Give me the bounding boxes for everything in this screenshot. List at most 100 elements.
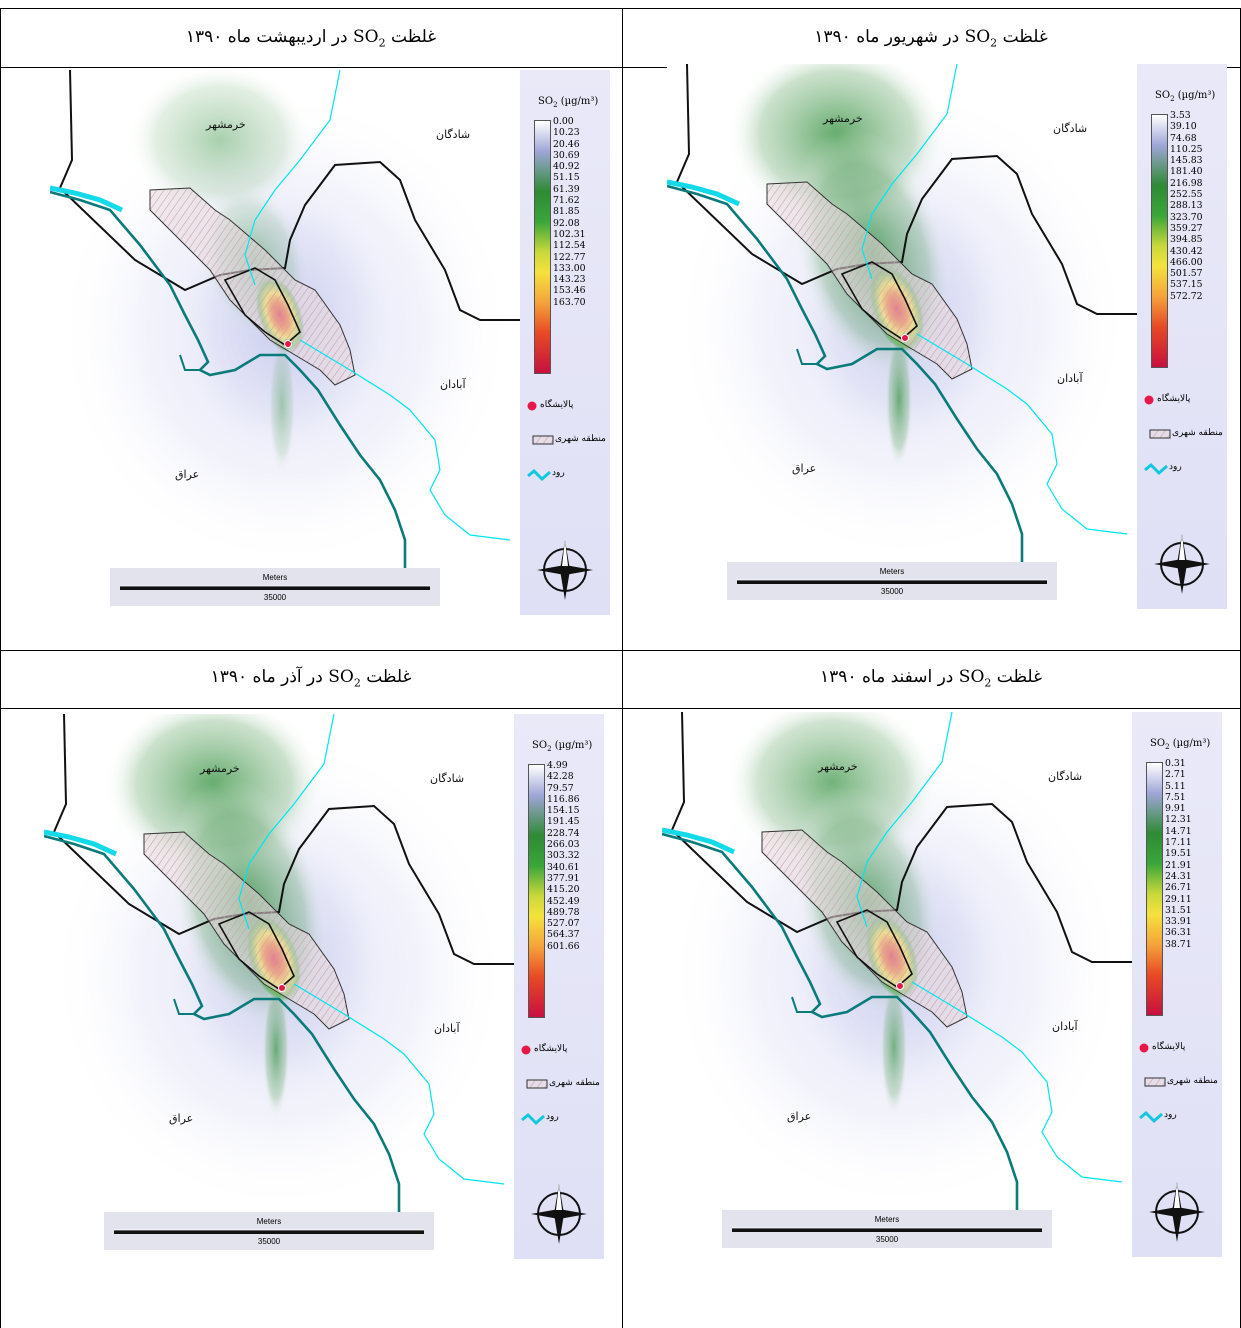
legend-tick: 40.92 [553, 161, 580, 173]
scale-bar-unit: Meters [874, 1215, 900, 1224]
legend-tick: 564.37 [547, 929, 580, 941]
title-p4: غلظت SO2 در اسفند ماه ۱۳۹۰ [820, 667, 1042, 690]
legend-urban-label: منطقه شهری [1172, 428, 1223, 438]
table-border-mid [0, 650, 1241, 651]
legend-tick: 20.46 [553, 138, 580, 150]
legend-river-label: رود [546, 1112, 559, 1122]
map-panel-p3: N SO2 (µg/m³) 4.99 42.28 79.57 116.86 154.15 1… [44, 714, 604, 1269]
legend-tick: 31.51 [1165, 904, 1192, 916]
place-label-abadan: آبادان [440, 378, 466, 391]
legend-tick: 288.13 [1170, 200, 1203, 212]
legend-tick: 133.00 [553, 262, 586, 274]
legend-tick: 303.32 [547, 850, 580, 862]
legend-tick: 122.77 [553, 251, 586, 263]
legend-tick: 2.71 [1165, 769, 1186, 781]
legend-tick: 430.42 [1170, 245, 1203, 257]
svg-text:N: N [562, 557, 567, 564]
legend-tick: 61.39 [553, 183, 580, 195]
legend-tick: 19.51 [1165, 848, 1192, 860]
legend-tick: 5.11 [1165, 780, 1186, 792]
table-border-left [0, 8, 1, 1328]
legend-tick: 39.10 [1170, 121, 1197, 133]
table-border-top [0, 8, 1241, 9]
legend-tick: 527.07 [547, 918, 580, 930]
legend-urban-label: منطقه شهری [555, 434, 606, 444]
legend-tick: 0.00 [553, 116, 574, 127]
map-svg: N [667, 64, 1227, 609]
legend-title: SO2 (µg/m³) [1155, 90, 1215, 103]
table-border-center [622, 8, 623, 1328]
legend-tick: 33.91 [1165, 916, 1192, 928]
place-label-iraq: عراق [175, 468, 200, 481]
legend-urban-label: منطقه شهری [1167, 1076, 1218, 1086]
scale-bar-unit: Meters [256, 1217, 282, 1226]
scale-bar-value: 35000 [880, 587, 904, 596]
table-border-row2-title [0, 708, 1241, 709]
legend-tick: 29.11 [1165, 893, 1192, 905]
legend-tick: 116.86 [547, 793, 580, 805]
place-label-iraq: عراق [169, 1112, 194, 1125]
legend-unit-prefix: SO [538, 96, 554, 107]
svg-text:N: N [1179, 551, 1184, 558]
legend-unit-suffix: (µg/m³) [551, 740, 593, 751]
legend-tick: 323.70 [1170, 211, 1203, 223]
scale-bar-unit: Meters [879, 567, 905, 576]
legend-tick: 228.74 [547, 827, 580, 839]
legend-tick: 143.23 [553, 274, 586, 286]
legend-color-ramp [534, 120, 551, 374]
place-label-khorramshahr: خرمشهر [200, 762, 240, 775]
legend-tick: 340.61 [547, 861, 580, 873]
legend-tick: 537.15 [1170, 279, 1203, 291]
legend-color-ramp [1151, 114, 1168, 368]
legend-tick-list: 4.99 42.28 79.57 116.86 154.15 191.45 228.74 26… [547, 760, 580, 952]
legend-unit-suffix: (µg/m³) [1174, 90, 1216, 101]
place-label-khorramshahr: خرمشهر [818, 760, 858, 773]
legend-tick: 42.28 [547, 771, 574, 783]
legend-tick: 74.68 [1170, 132, 1197, 144]
legend-refinery-label: پالایشگاه [1157, 394, 1191, 404]
legend-tick: 489.78 [547, 906, 580, 918]
legend-tick: 10.23 [553, 127, 580, 139]
legend-unit-sub: 2 [553, 101, 558, 109]
legend-tick: 415.20 [547, 884, 580, 896]
legend-tick: 394.85 [1170, 234, 1203, 246]
scale-bar-value: 35000 [875, 1235, 899, 1244]
legend-tick: 501.57 [1170, 268, 1203, 280]
legend-tick: 252.55 [1170, 189, 1203, 201]
legend-river-label: رود [1164, 1110, 1177, 1120]
title-p3: غلظت SO2 در آذر ماه ۱۳۹۰ [210, 667, 412, 690]
legend-tick: 0.31 [1165, 758, 1186, 769]
legend-tick: 377.91 [547, 872, 580, 884]
legend-unit-suffix: (µg/m³) [557, 96, 599, 107]
legend-title: SO2 (µg/m³) [538, 96, 598, 109]
legend-tick-list: 0.31 2.71 5.11 7.51 9.91 12.31 14.71 17.11 19.51… [1165, 758, 1192, 950]
legend-title: SO2 (µg/m³) [532, 740, 592, 753]
legend-tick: 112.54 [553, 240, 586, 252]
legend-tick: 145.83 [1170, 155, 1203, 167]
place-label-iraq: عراق [792, 462, 817, 475]
legend-tick: 14.71 [1165, 825, 1192, 837]
legend-refinery-label: پالایشگاه [540, 400, 574, 410]
legend-tick: 359.27 [1170, 222, 1203, 234]
legend-tick: 36.31 [1165, 927, 1192, 939]
legend-tick: 266.03 [547, 839, 580, 851]
legend-tick: 24.31 [1165, 870, 1192, 882]
legend-tick: 601.66 [547, 940, 580, 952]
legend-tick: 81.85 [553, 206, 580, 218]
place-label-abadan: آبادان [1052, 1020, 1078, 1033]
map-svg: N [44, 714, 604, 1259]
legend-tick: 79.57 [547, 782, 574, 794]
legend-tick: 26.71 [1165, 882, 1192, 894]
place-label-abadan: آبادان [1057, 372, 1083, 385]
legend-tick: 191.45 [547, 816, 580, 828]
title-p2: غلظت SO2 در شهریور ماه ۱۳۹۰ [814, 27, 1048, 50]
legend-tick: 153.46 [553, 285, 586, 297]
legend-tick: 163.70 [553, 296, 586, 308]
legend-tick: 110.25 [1170, 143, 1203, 155]
svg-text:N: N [556, 1201, 561, 1208]
legend-tick: 21.91 [1165, 859, 1192, 871]
place-label-shadegan: شادگان [1053, 122, 1088, 135]
title-p1: غلظت SO2 در اردیبهشت ماه ۱۳۹۰ [185, 27, 437, 50]
map-panel-p2: N SO2 (µg/m³) 3.53 39.10 74.68 110.25 145.83 1… [667, 64, 1227, 619]
legend-tick: 154.15 [547, 805, 580, 817]
